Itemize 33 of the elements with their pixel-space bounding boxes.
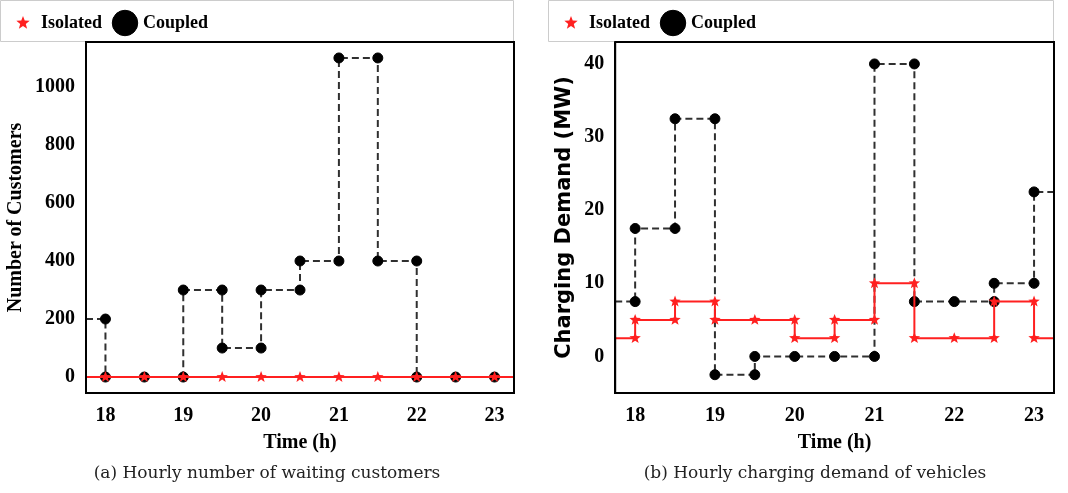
legend-label: Isolated — [41, 11, 103, 32]
x-tick-label: 20 — [784, 403, 805, 426]
y-tick-label: 30 — [584, 124, 605, 147]
y-tick-label: 20 — [584, 197, 605, 220]
y-tick-label: 800 — [45, 132, 75, 155]
legend-label: Coupled — [691, 11, 757, 32]
x-tick-label: 20 — [251, 403, 272, 426]
y-tick-label: 0 — [65, 364, 75, 387]
text: (b) Hourly charging demand of vehicles — [642, 462, 988, 482]
y-tick-label: 1000 — [35, 74, 75, 97]
y-tick-label: 0 — [594, 343, 605, 366]
x-axis-title: Time (h) — [797, 430, 872, 454]
x-tick-label: 23 — [1024, 403, 1045, 426]
x-axis-title: Time (h) — [263, 430, 337, 454]
text: (a) Hourly number of waiting customers — [92, 462, 442, 482]
y-tick-label: 200 — [45, 306, 75, 329]
legend-label: Coupled — [143, 11, 209, 32]
x-tick-label: 22 — [406, 403, 427, 426]
y-tick-label: 400 — [45, 248, 75, 271]
x-tick-label: 19 — [173, 403, 194, 426]
x-tick-label: 21 — [864, 403, 885, 426]
x-tick-label: 22 — [944, 403, 965, 426]
y-tick-label: 600 — [45, 190, 75, 213]
y-axis-title: Number of Customers — [3, 122, 26, 313]
y-tick-label: 40 — [584, 51, 605, 74]
x-tick-label: 19 — [704, 403, 725, 426]
legend-label: Isolated — [589, 11, 651, 32]
x-tick-label: 18 — [625, 403, 646, 426]
x-tick-label: 18 — [95, 403, 116, 426]
y-axis-title: Charging Demand (MW) — [551, 76, 576, 359]
x-tick-label: 21 — [328, 403, 349, 426]
x-tick-label: 23 — [484, 403, 505, 426]
y-tick-label: 10 — [584, 270, 605, 293]
